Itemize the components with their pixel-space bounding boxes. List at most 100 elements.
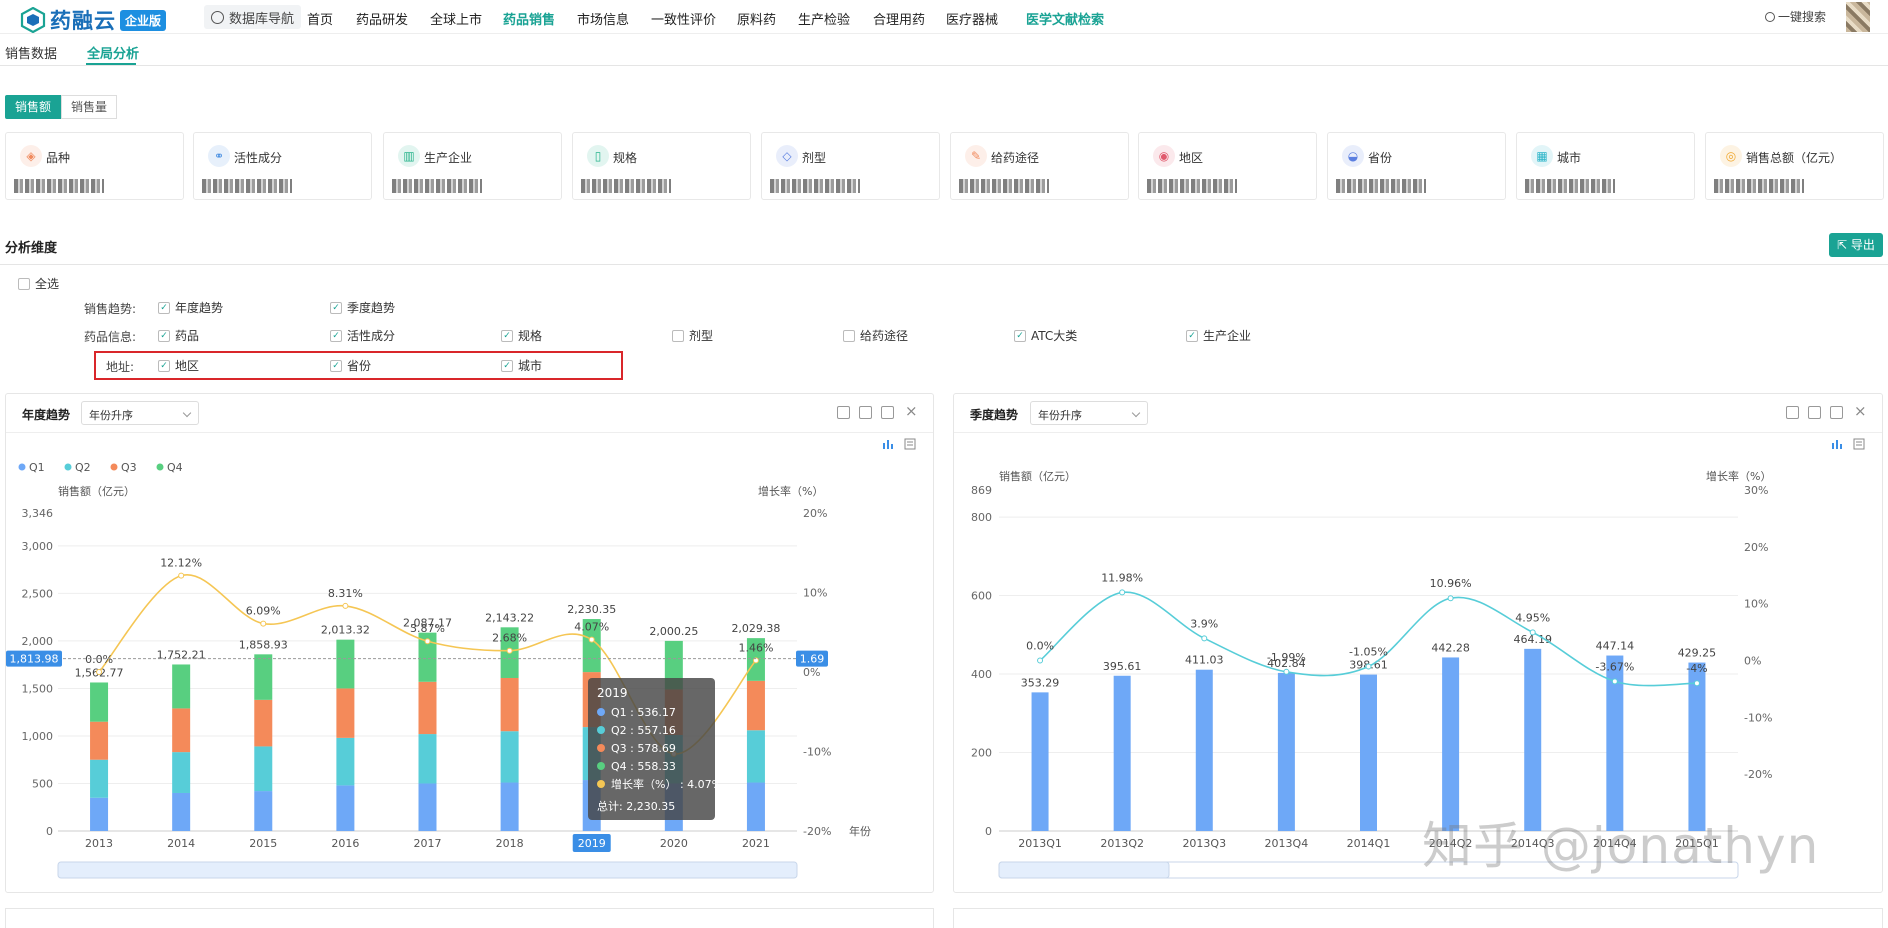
bar-total-label: 1,858.93 xyxy=(239,638,288,651)
logo-icon xyxy=(20,7,46,33)
nav-item-market[interactable]: 市场信息 xyxy=(577,13,630,28)
x-tick-label: 2015 xyxy=(249,837,277,850)
stat-label: 地区 xyxy=(1179,151,1204,165)
molecule-icon: ⚭ xyxy=(208,145,230,167)
stat-card-5[interactable]: ✎ 给药途径 xyxy=(950,132,1129,200)
stat-value-redacted xyxy=(1336,179,1426,193)
bar-chart-icon[interactable] xyxy=(1831,438,1843,450)
chevron-down-icon xyxy=(1131,408,1141,418)
search-button[interactable]: 一键搜索 xyxy=(1765,8,1826,25)
stat-card-1[interactable]: ⚭ 活性成分 xyxy=(193,132,372,200)
dimension-checkbox[interactable]: 剂型 xyxy=(672,327,713,344)
bar-value-label: 353.29 xyxy=(1021,676,1060,689)
panel-header-divider xyxy=(954,432,1882,433)
nav-item-literature[interactable]: 医学文献检索 xyxy=(1026,13,1105,28)
stat-card-7[interactable]: ◒ 省份 xyxy=(1327,132,1506,200)
stat-label: 城市 xyxy=(1557,151,1582,165)
dimension-checkbox[interactable]: ✓ 规格 xyxy=(501,327,542,344)
tooltip-row: Q1 : 536.17 xyxy=(611,706,676,719)
close-icon[interactable]: × xyxy=(905,402,918,420)
stat-card-9[interactable]: ◎ 销售总额（亿元） xyxy=(1705,132,1884,200)
dimension-checkbox-label: 省份 xyxy=(347,359,372,373)
fullscreen-icon[interactable] xyxy=(837,406,850,419)
dimension-checkbox[interactable]: ✓ 省份 xyxy=(330,357,371,374)
select-all-checkbox[interactable]: 全选 xyxy=(18,275,59,292)
y2-tick-label: -10% xyxy=(803,746,831,759)
open-external-icon[interactable] xyxy=(881,406,894,419)
stat-card-2[interactable]: ▥ 生产企业 xyxy=(383,132,562,200)
tab-sales-data[interactable]: 销售数据 xyxy=(5,47,58,62)
nav-item-rational-use[interactable]: 合理用药 xyxy=(873,13,926,28)
quarterly-trend-chart[interactable]: 销售额（亿元） 增长率（%） 869 0 200 400 600 800 -20% -10% 0% 1… xyxy=(954,442,1882,892)
download-icon[interactable] xyxy=(859,406,872,419)
bar-segment-Q1 xyxy=(746,782,765,831)
logo[interactable]: 药融云 企业版 xyxy=(20,5,167,35)
nav-item-global[interactable]: 全球上市 xyxy=(430,13,483,28)
database-nav-button[interactable]: 数据库导航 xyxy=(204,5,302,29)
stat-card-6[interactable]: ◉ 地区 xyxy=(1138,132,1317,200)
stat-label: 生产企业 xyxy=(424,151,473,165)
dimension-checkbox[interactable]: ✓ 活性成分 xyxy=(330,327,395,344)
tooltip-row: 增长率（%） : 4.07% xyxy=(611,777,722,791)
bar-segment-Q2 xyxy=(90,759,109,798)
sales-volume-button[interactable]: 销售量 xyxy=(61,95,118,119)
dimension-checkbox[interactable]: ✓ 地区 xyxy=(158,357,199,374)
dimension-checkbox[interactable]: ✓ 生产企业 xyxy=(1186,327,1251,344)
legend-label: Q4 xyxy=(167,461,183,474)
nav-item-rd[interactable]: 药品研发 xyxy=(356,13,409,28)
bar-segment-Q2 xyxy=(746,730,765,783)
checkbox-icon xyxy=(843,329,855,342)
x-tick-label: 2013Q1 xyxy=(1018,837,1062,850)
tooltip-marker xyxy=(597,726,605,734)
growth-label: -1.99% xyxy=(1267,651,1306,664)
dimension-checkbox[interactable]: ✓ ATC大类 xyxy=(1014,327,1077,344)
open-external-icon[interactable] xyxy=(1830,406,1843,419)
sales-amount-button[interactable]: 销售额 xyxy=(5,95,62,119)
bar-segment-Q4 xyxy=(418,632,437,682)
dimension-checkbox[interactable]: 给药途径 xyxy=(843,327,908,344)
table-view-icon[interactable] xyxy=(1853,438,1865,450)
stat-card-8[interactable]: ▦ 城市 xyxy=(1516,132,1695,200)
checkbox-checked-icon: ✓ xyxy=(501,359,513,372)
stat-card-3[interactable]: ▯ 规格 xyxy=(572,132,751,200)
quarterly-sort-select[interactable]: 年份升序 xyxy=(1030,401,1148,425)
nav-item-consistency[interactable]: 一致性评价 xyxy=(651,13,717,28)
nav-item-home[interactable]: 首页 xyxy=(307,13,334,28)
dimension-checkbox[interactable]: ✓ 药品 xyxy=(158,327,199,344)
dimension-checkbox-label: 生产企业 xyxy=(1203,329,1252,343)
bar-total-label: 2,000.25 xyxy=(649,625,698,638)
stat-card-0[interactable]: ◈ 品种 xyxy=(5,132,184,200)
nav-item-device[interactable]: 医疗器械 xyxy=(946,13,999,28)
checkbox-checked-icon: ✓ xyxy=(158,359,170,372)
watermark: 知乎 @jonathyn xyxy=(1422,817,1820,875)
nav-item-sales[interactable]: 药品销售 xyxy=(503,13,556,28)
annual-trend-chart[interactable]: Q1 Q2 Q3 Q4 销售额（亿元） 增长率（%） 3,346 0 500 1,000 1,500… xyxy=(6,442,933,892)
checkbox-checked-icon: ✓ xyxy=(330,301,342,314)
stat-label: 品种 xyxy=(46,151,71,165)
bar-value-label: 464.19 xyxy=(1513,633,1552,646)
close-icon[interactable]: × xyxy=(1854,402,1867,420)
nav-item-production[interactable]: 生产检验 xyxy=(798,13,851,28)
avatar[interactable] xyxy=(1846,2,1870,32)
annual-sort-select[interactable]: 年份升序 xyxy=(81,401,199,425)
dimension-checkbox-label: 剂型 xyxy=(689,329,714,343)
export-button[interactable]: ⇱ 导出 xyxy=(1829,233,1883,257)
fullscreen-icon[interactable] xyxy=(1786,406,1799,419)
growth-point xyxy=(752,657,759,664)
dimension-checkbox[interactable]: ✓ 年度趋势 xyxy=(158,299,223,316)
download-icon[interactable] xyxy=(1808,406,1821,419)
bar-chart-icon[interactable] xyxy=(882,438,894,450)
bar-segment-Q1 xyxy=(254,791,273,831)
checkbox-checked-icon: ✓ xyxy=(330,359,342,372)
annual-trend-panel: 年度趋势 年份升序 × Q1 Q2 Q3 Q4 销售额（亿元） 增长率（%） 3,346 0 5… xyxy=(5,393,934,893)
tooltip-total: 总计: 2,230.35 xyxy=(597,799,675,813)
x-tick-label: 2013Q4 xyxy=(1265,837,1309,850)
dimension-checkbox[interactable]: ✓ 季度趋势 xyxy=(330,299,395,316)
dimension-checkbox[interactable]: ✓ 城市 xyxy=(501,357,542,374)
y2-tick-label: 20% xyxy=(803,507,827,520)
table-view-icon[interactable] xyxy=(904,438,916,450)
tab-global-analysis[interactable]: 全局分析 xyxy=(87,47,140,62)
bar xyxy=(1195,669,1213,831)
nav-item-api[interactable]: 原料药 xyxy=(737,13,777,28)
stat-card-4[interactable]: ◇ 剂型 xyxy=(761,132,940,200)
